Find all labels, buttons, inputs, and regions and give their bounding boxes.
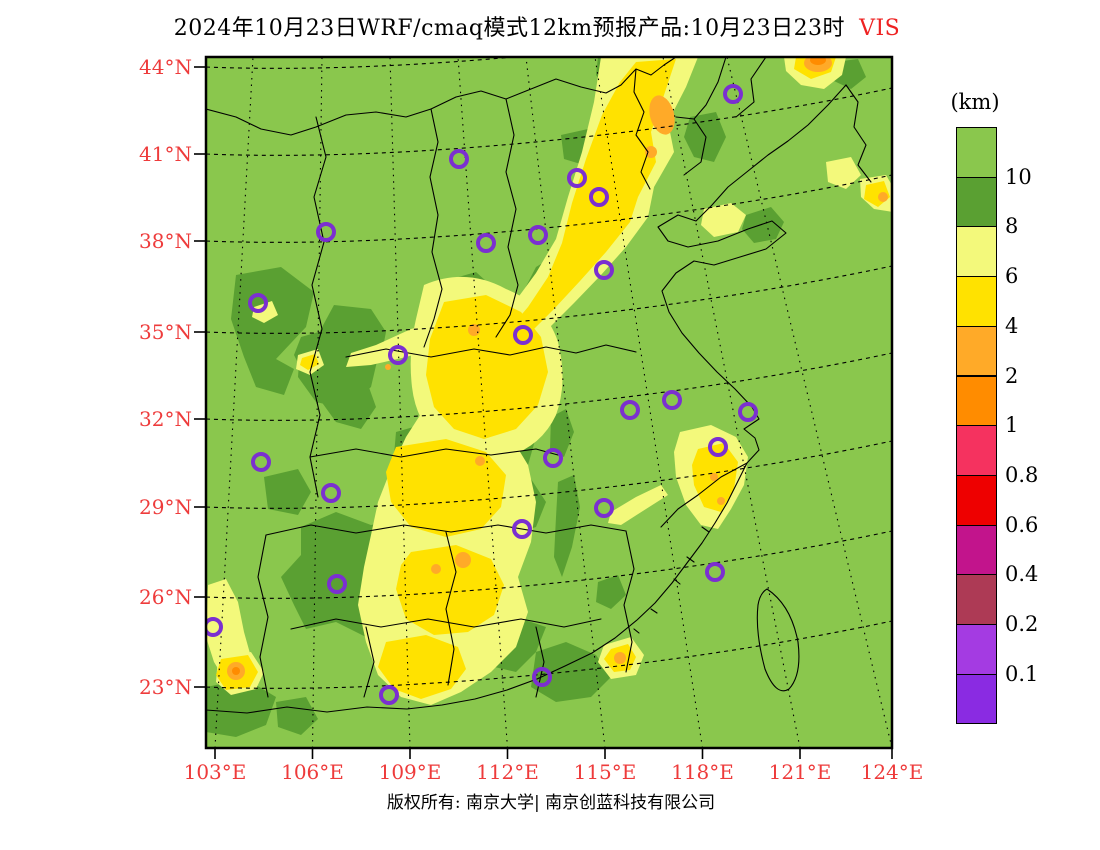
legend-value-label: 1 — [1005, 413, 1019, 438]
legend-value-label: 0.4 — [1005, 562, 1039, 587]
legend-value-label: 4 — [1005, 313, 1019, 338]
station-marker — [206, 617, 223, 637]
station-marker — [567, 168, 587, 188]
station-marker — [705, 562, 725, 582]
lon-tick-label: 112°E — [476, 760, 539, 784]
legend-value-label: 2 — [1005, 363, 1019, 388]
station-marker — [662, 390, 682, 410]
legend-color-block — [956, 524, 997, 576]
station-marker — [738, 402, 758, 422]
legend-color-block — [956, 176, 997, 228]
legend-color-block — [956, 574, 997, 625]
station-marker — [532, 667, 552, 687]
legend-value-label: 6 — [1005, 264, 1019, 289]
station-marker — [321, 483, 341, 503]
station-marker — [513, 325, 533, 345]
station-marker — [388, 345, 408, 365]
station-marker — [594, 498, 614, 518]
title-variable-vis: VIS — [859, 16, 901, 41]
station-marker — [528, 225, 548, 245]
lat-tick-label: 29°N — [139, 495, 192, 519]
station-marker — [594, 260, 614, 280]
legend-value-label: 8 — [1005, 214, 1019, 239]
station-marker — [723, 84, 743, 104]
lat-tick-label: 23°N — [139, 675, 192, 699]
page-title: 2024年10月23日WRF/cmaq模式12km预报产品:10月23日23时 V… — [0, 10, 1074, 42]
station-markers — [206, 84, 758, 705]
lat-tick-label: 26°N — [139, 585, 192, 609]
contour-field — [206, 57, 892, 748]
lon-tick-label: 124°E — [860, 760, 924, 784]
legend-value-label: 0.2 — [1005, 612, 1039, 636]
lat-tick-label: 35°N — [139, 320, 192, 344]
legend-value-label: 10 — [1005, 164, 1032, 189]
lat-tick-label: 38°N — [139, 229, 192, 253]
legend-color-block — [956, 375, 997, 427]
legend-color-block — [956, 127, 997, 178]
lon-tick-label: 106°E — [281, 760, 344, 784]
province-boundaries — [206, 57, 872, 714]
lon-tick-label: 115°E — [573, 760, 637, 784]
lon-tick-label: 109°E — [378, 760, 442, 784]
station-marker — [327, 574, 347, 594]
legend-color-block — [956, 673, 997, 725]
station-marker — [476, 233, 496, 253]
title-text: 2024年10月23日WRF/cmaq模式12km预报产品:10月23日23时 — [173, 16, 846, 41]
station-marker — [589, 187, 609, 207]
station-marker — [512, 519, 532, 539]
legend-color-block — [956, 474, 997, 526]
legend-color-block — [956, 276, 997, 327]
station-marker — [708, 437, 728, 457]
station-marker — [248, 293, 268, 313]
axis-ticks — [194, 66, 893, 759]
lon-tick-label: 118°E — [671, 760, 734, 784]
station-marker — [379, 685, 399, 705]
map-frame — [204, 55, 894, 750]
lat-tick-label: 41°N — [139, 142, 192, 166]
station-marker — [543, 448, 563, 468]
legend-color-block — [956, 425, 997, 476]
station-marker — [449, 149, 469, 169]
legend-value-label: 0.1 — [1005, 661, 1039, 686]
copyright-text: 版权所有: 南京大学| 南京创蓝科技有限公司 — [386, 793, 716, 813]
station-marker — [620, 400, 640, 420]
lat-tick-label: 32°N — [139, 407, 192, 431]
station-marker — [316, 222, 336, 242]
legend-value-label: 0.8 — [1005, 462, 1039, 487]
station-marker — [251, 452, 271, 472]
lat-tick-label: 44°N — [139, 55, 192, 79]
band-1-2km — [232, 57, 826, 675]
lon-tick-label: 121°E — [768, 760, 832, 784]
legend-color-block — [956, 325, 997, 377]
legend-unit: (km) — [950, 90, 1000, 114]
legend-color-block — [956, 624, 997, 675]
legend-value-label: 0.6 — [1005, 512, 1039, 537]
legend-color-block — [956, 226, 997, 278]
lon-tick-label: 103°E — [183, 760, 247, 784]
